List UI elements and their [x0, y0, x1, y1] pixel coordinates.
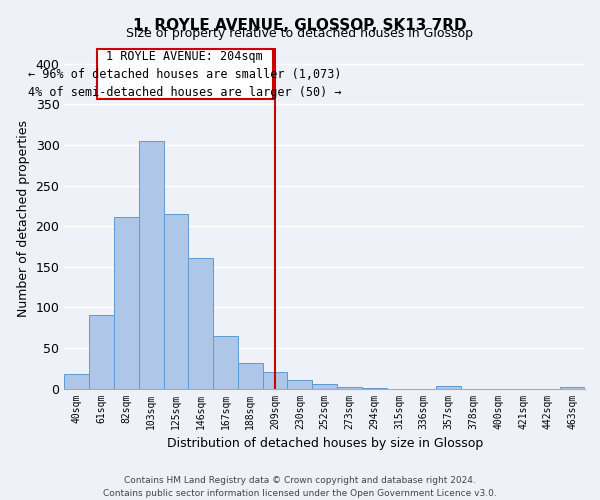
- Bar: [139, 141, 164, 388]
- Bar: [337, 387, 362, 388]
- Y-axis label: Number of detached properties: Number of detached properties: [17, 120, 30, 316]
- Bar: [188, 258, 213, 388]
- Bar: [164, 214, 188, 388]
- Bar: [560, 387, 585, 388]
- Text: 1, ROYLE AVENUE, GLOSSOP, SK13 7RD: 1, ROYLE AVENUE, GLOSSOP, SK13 7RD: [133, 18, 467, 32]
- Bar: [287, 380, 312, 388]
- Bar: [213, 336, 238, 388]
- X-axis label: Distribution of detached houses by size in Glossop: Distribution of detached houses by size …: [167, 437, 483, 450]
- Bar: [312, 384, 337, 388]
- Bar: [263, 372, 287, 388]
- Text: Size of property relative to detached houses in Glossop: Size of property relative to detached ho…: [127, 28, 473, 40]
- FancyBboxPatch shape: [97, 49, 272, 100]
- Bar: [89, 316, 114, 388]
- Bar: [436, 386, 461, 388]
- Text: Contains HM Land Registry data © Crown copyright and database right 2024.
Contai: Contains HM Land Registry data © Crown c…: [103, 476, 497, 498]
- Bar: [238, 362, 263, 388]
- Bar: [114, 217, 139, 388]
- Bar: [64, 374, 89, 388]
- Text: 1 ROYLE AVENUE: 204sqm
← 96% of detached houses are smaller (1,073)
4% of semi-d: 1 ROYLE AVENUE: 204sqm ← 96% of detached…: [28, 50, 341, 99]
